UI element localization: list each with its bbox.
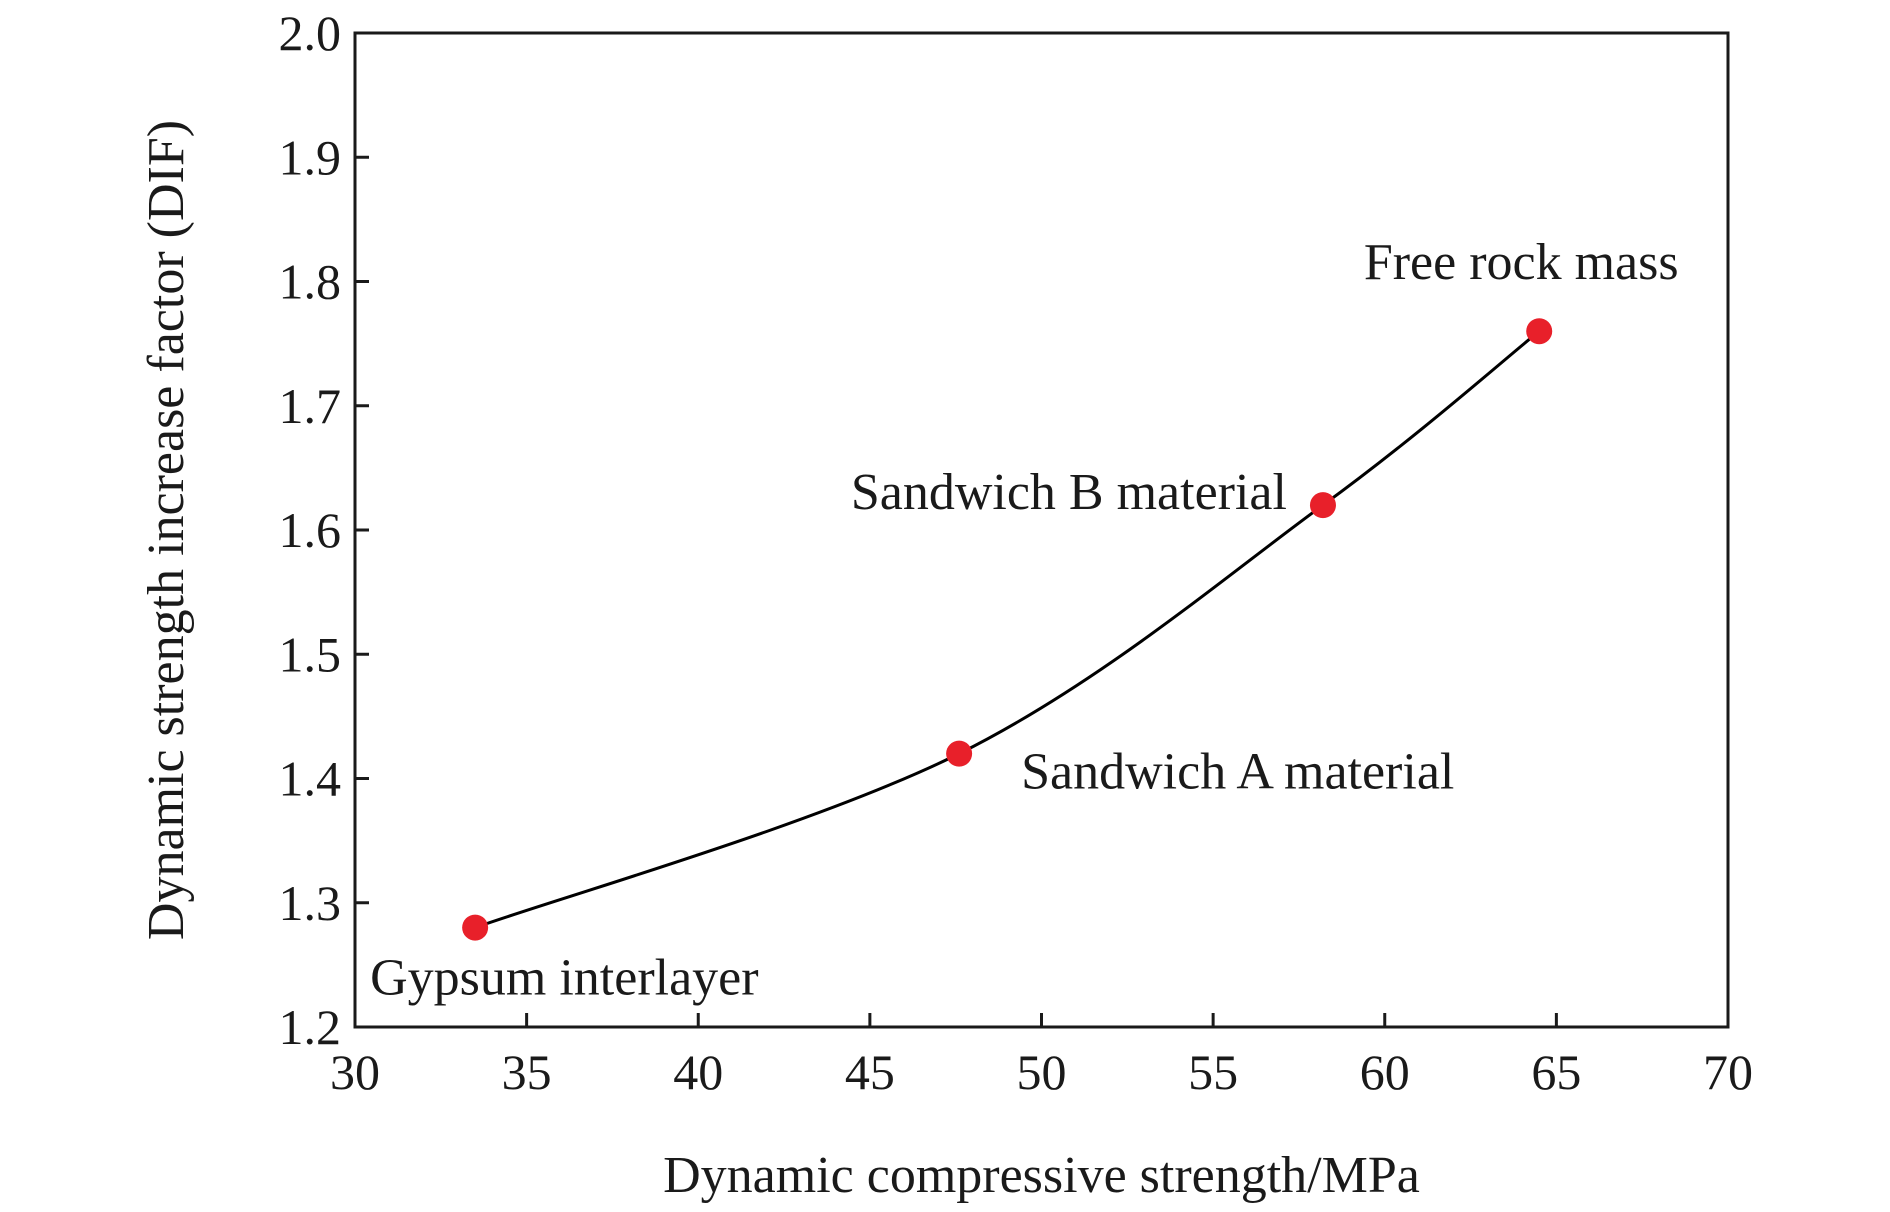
axis-ticks xyxy=(353,31,1730,1029)
y-tick-label-2.0: 2.0 xyxy=(279,5,342,61)
y-tick-label-1.2: 1.2 xyxy=(279,999,342,1055)
x-tick-label-55: 55 xyxy=(1188,1044,1238,1100)
point-label-1: Gypsum interlayer xyxy=(370,950,758,1007)
x-axis-title: Dynamic compressive strength/MPa xyxy=(663,1147,1420,1204)
y-tick-labels: 1.2 1.3 1.4 1.5 1.6 1.7 1.8 1.9 2.0 xyxy=(279,5,342,1055)
data-point-1 xyxy=(462,914,489,941)
data-point-2 xyxy=(946,740,973,767)
x-tick-label-60: 60 xyxy=(1360,1044,1410,1100)
y-tick-label-1.5: 1.5 xyxy=(279,626,342,682)
x-tick-label-30: 30 xyxy=(330,1044,380,1100)
y-tick-label-1.7: 1.7 xyxy=(279,378,342,434)
y-tick-label-1.9: 1.9 xyxy=(279,129,342,185)
y-tick-label-1.8: 1.8 xyxy=(279,254,342,310)
x-tick-label-65: 65 xyxy=(1531,1044,1581,1100)
y-tick-label-1.3: 1.3 xyxy=(279,875,342,931)
plot-frame xyxy=(353,31,1730,1029)
x-tick-label-70: 70 xyxy=(1703,1044,1753,1100)
point-label-4: Free rock mass xyxy=(1364,234,1679,291)
x-tick-labels: 30 35 40 45 50 55 60 65 70 xyxy=(330,1044,1753,1100)
y-tick-label-1.6: 1.6 xyxy=(279,502,342,558)
x-tick-label-45: 45 xyxy=(845,1044,895,1100)
data-points xyxy=(462,318,1553,941)
y-axis-title: Dynamic strength increase factor (DIF) xyxy=(138,120,195,940)
point-label-3: Sandwich B material xyxy=(851,464,1287,521)
data-point-4 xyxy=(1526,318,1553,345)
x-tick-label-40: 40 xyxy=(673,1044,723,1100)
point-label-2: Sandwich A material xyxy=(1021,744,1454,801)
data-point-3 xyxy=(1309,492,1336,519)
x-tick-label-35: 35 xyxy=(502,1044,552,1100)
y-tick-label-1.4: 1.4 xyxy=(279,751,342,807)
point-labels: Gypsum interlayer Sandwich A material Sand… xyxy=(370,234,1678,1006)
x-tick-label-50: 50 xyxy=(1017,1044,1067,1100)
fit-curve xyxy=(474,330,1541,930)
